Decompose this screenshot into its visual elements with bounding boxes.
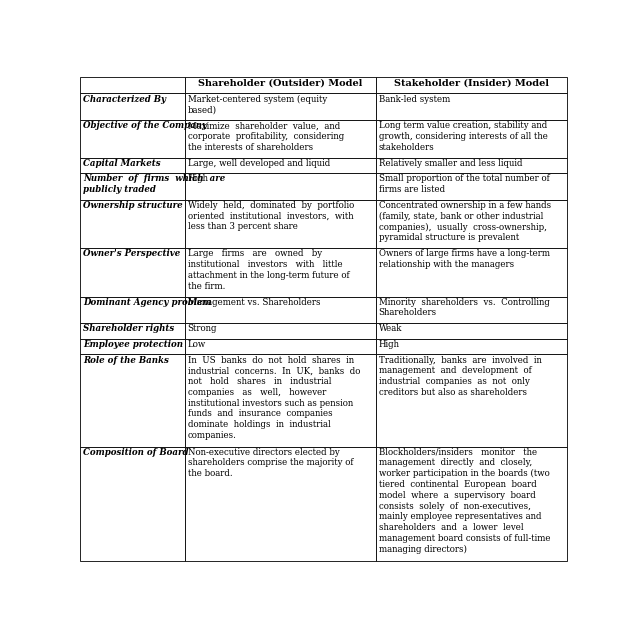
- Text: Strong: Strong: [187, 324, 217, 333]
- Bar: [80, 93, 185, 120]
- Bar: [80, 447, 185, 560]
- Bar: [185, 355, 375, 447]
- Bar: [375, 120, 567, 158]
- Bar: [80, 355, 185, 447]
- Bar: [185, 77, 375, 93]
- Bar: [375, 93, 567, 120]
- Text: Weak: Weak: [379, 324, 402, 333]
- Text: Shareholder (Outsider) Model: Shareholder (Outsider) Model: [198, 78, 362, 87]
- Bar: [185, 158, 375, 173]
- Text: Blockholders/insiders   monitor   the
management  directly  and  closely,
worker: Blockholders/insiders monitor the manage…: [379, 448, 550, 554]
- Text: Non-executive directors elected by
shareholders comprise the majority of
the boa: Non-executive directors elected by share…: [187, 448, 353, 478]
- Bar: [185, 323, 375, 339]
- Text: Characterized By: Characterized By: [83, 95, 166, 103]
- Bar: [80, 199, 185, 248]
- Text: Low: Low: [187, 340, 206, 349]
- Text: Large   firms   are   owned   by
institutional   investors   with   little
attac: Large firms are owned by institutional i…: [187, 249, 349, 290]
- Bar: [80, 173, 185, 199]
- Bar: [375, 199, 567, 248]
- Bar: [375, 158, 567, 173]
- Bar: [80, 297, 185, 323]
- Text: Dominant Agency problem: Dominant Agency problem: [83, 298, 211, 307]
- Text: Widely  held,  dominated  by  portfolio
oriented  institutional  investors,  wit: Widely held, dominated by portfolio orie…: [187, 201, 354, 232]
- Text: Relatively smaller and less liquid: Relatively smaller and less liquid: [379, 159, 522, 168]
- Text: Ownership structure: Ownership structure: [83, 201, 182, 210]
- Text: Small proportion of the total number of
firms are listed: Small proportion of the total number of …: [379, 174, 550, 194]
- Text: In  US  banks  do  not  hold  shares  in
industrial  concerns.  In  UK,  banks  : In US banks do not hold shares in indust…: [187, 355, 360, 440]
- Bar: [185, 297, 375, 323]
- Bar: [185, 447, 375, 560]
- Bar: [185, 173, 375, 199]
- Text: Bank-led system: Bank-led system: [379, 95, 450, 103]
- Bar: [185, 199, 375, 248]
- Bar: [80, 323, 185, 339]
- Text: Long term value creation, stability and
growth, considering interests of all the: Long term value creation, stability and …: [379, 121, 548, 151]
- Bar: [80, 77, 185, 93]
- Text: Maximize  shareholder  value,  and
corporate  profitability,  considering
the in: Maximize shareholder value, and corporat…: [187, 121, 344, 151]
- Text: High: High: [187, 174, 208, 184]
- Text: Composition of Board: Composition of Board: [83, 448, 188, 457]
- Text: Traditionally,  banks  are  involved  in
management  and  development  of
indust: Traditionally, banks are involved in man…: [379, 355, 541, 397]
- Bar: [80, 248, 185, 297]
- Text: Shareholder rights: Shareholder rights: [83, 324, 174, 333]
- Text: High: High: [379, 340, 399, 349]
- Bar: [375, 355, 567, 447]
- Bar: [375, 173, 567, 199]
- Bar: [80, 339, 185, 355]
- Text: Role of the Banks: Role of the Banks: [83, 355, 168, 365]
- Bar: [185, 93, 375, 120]
- Text: Employee protection: Employee protection: [83, 340, 183, 349]
- Bar: [185, 339, 375, 355]
- Text: Owners of large firms have a long-term
relationship with the managers: Owners of large firms have a long-term r…: [379, 249, 550, 269]
- Bar: [185, 248, 375, 297]
- Text: Concentrated ownership in a few hands
(family, state, bank or other industrial
c: Concentrated ownership in a few hands (f…: [379, 201, 551, 242]
- Bar: [375, 323, 567, 339]
- Text: Objective of the Company: Objective of the Company: [83, 121, 207, 130]
- Bar: [80, 120, 185, 158]
- Bar: [185, 120, 375, 158]
- Text: Capital Markets: Capital Markets: [83, 159, 160, 168]
- Text: Market-centered system (equity
based): Market-centered system (equity based): [187, 95, 327, 114]
- Text: Owner's Perspective: Owner's Perspective: [83, 249, 180, 258]
- Text: Minority  shareholders  vs.  Controlling
Shareholders: Minority shareholders vs. Controlling Sh…: [379, 298, 550, 317]
- Bar: [375, 447, 567, 560]
- Bar: [80, 158, 185, 173]
- Bar: [375, 297, 567, 323]
- Bar: [375, 248, 567, 297]
- Bar: [375, 339, 567, 355]
- Text: Number  of  firms  which  are
publicly traded: Number of firms which are publicly trade…: [83, 174, 225, 194]
- Bar: [375, 77, 567, 93]
- Text: Stakeholder (Insider) Model: Stakeholder (Insider) Model: [394, 78, 549, 87]
- Text: Management vs. Shareholders: Management vs. Shareholders: [187, 298, 320, 307]
- Text: Large, well developed and liquid: Large, well developed and liquid: [187, 159, 330, 168]
